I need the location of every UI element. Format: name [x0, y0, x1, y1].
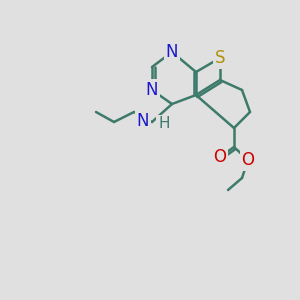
Text: S: S — [215, 49, 225, 67]
Text: O: O — [242, 151, 254, 169]
Text: N: N — [166, 43, 178, 61]
Text: O: O — [214, 148, 226, 166]
Text: N: N — [146, 81, 158, 99]
Text: H: H — [158, 116, 169, 131]
Text: N: N — [136, 112, 149, 130]
